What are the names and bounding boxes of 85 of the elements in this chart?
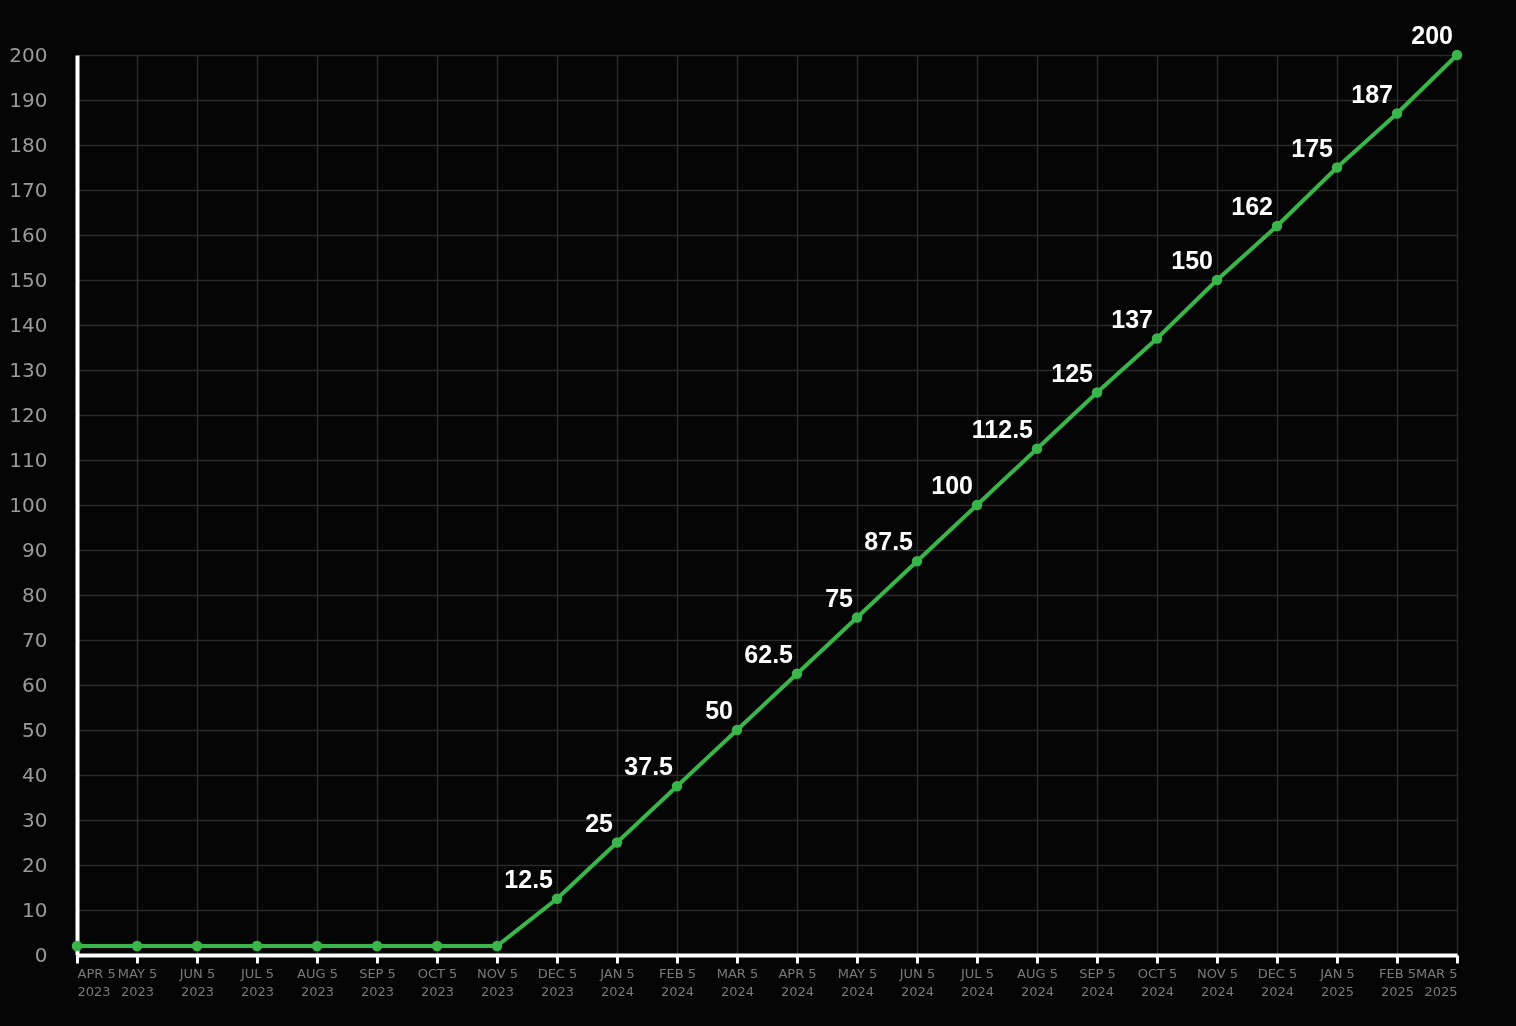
x-tick-label: SEP 5 2024: [1079, 965, 1116, 999]
data-label: 12.5: [504, 864, 554, 893]
x-tick-label: JUN 5 2024: [898, 965, 936, 999]
data-label: 137: [1111, 304, 1153, 333]
data-label: 125: [1051, 358, 1094, 387]
x-tick-label: OCT 5 2023: [417, 965, 458, 999]
y-tick-label: 10: [22, 897, 48, 922]
y-tick-label: 150: [9, 267, 48, 292]
x-tick-label: DEC 5 2024: [1257, 965, 1298, 999]
y-tick-label: 180: [9, 132, 48, 157]
x-tick-label: AUG 5 2023: [297, 965, 338, 999]
x-tick-label: AUG 5 2024: [1017, 965, 1058, 999]
point: [551, 893, 563, 904]
y-tick-label: 170: [9, 177, 48, 202]
point: [791, 668, 803, 679]
x-tick-label: NOV 5 2024: [1196, 965, 1239, 999]
x-tick-label: JUN 5 2023: [178, 965, 216, 999]
point: [971, 499, 983, 511]
point: [1391, 108, 1403, 119]
data-label: 100: [931, 471, 973, 499]
y-tick-label: 200: [9, 42, 48, 67]
x-tick-label: MAR 5 2024: [716, 965, 759, 999]
x-tick-label: MAY 5 2024: [837, 965, 878, 999]
point: [1031, 443, 1043, 454]
x-tick-label: MAR 5 2025: [1415, 965, 1458, 999]
y-tick-label: 140: [9, 312, 48, 337]
x-tick-label: DEC 5 2023: [537, 965, 578, 999]
x-tick-label: JUL 5 2023: [240, 965, 275, 999]
x-tick-label: MAY 5 2023: [117, 965, 158, 999]
data-label: 162: [1231, 192, 1273, 220]
point: [491, 940, 503, 952]
data-label: 187: [1351, 79, 1393, 108]
y-tick-label: 0: [34, 942, 48, 967]
y-tick-label: 60: [22, 672, 48, 697]
y-tick-label: 30: [22, 807, 48, 832]
y-tick-label: 70: [22, 627, 48, 652]
point: [1451, 49, 1463, 61]
y-tick-label: 90: [22, 537, 48, 562]
point: [1211, 274, 1223, 286]
point: [431, 940, 443, 952]
x-tick-label: SEP 5 2023: [359, 965, 396, 999]
x-tick-label: NOV 5 2023: [476, 965, 519, 999]
data-label: 200: [1411, 21, 1453, 49]
point: [671, 781, 683, 792]
x-tick-label: JUL 5 2024: [960, 965, 995, 999]
y-tick-label: 50: [22, 717, 48, 742]
x-tick-label: JAN 5 2025: [1319, 965, 1355, 999]
x-tick-label: APR 5 2024: [778, 965, 817, 999]
y-tick-label: 120: [9, 402, 48, 427]
data-label: 112.5: [971, 414, 1034, 443]
point: [191, 940, 203, 952]
x-tick-label: APR 5 2023: [77, 965, 116, 999]
data-label: 87.5: [864, 527, 914, 556]
y-tick-label: 40: [22, 762, 48, 787]
y-tick-label: 100: [9, 492, 48, 517]
y-tick-label: 20: [22, 852, 48, 877]
y-tick-label: 110: [9, 447, 48, 472]
point: [731, 724, 743, 736]
point: [311, 940, 323, 952]
data-label: 75: [825, 583, 854, 612]
point: [131, 940, 143, 952]
point: [251, 940, 263, 952]
data-label: 150: [1171, 246, 1213, 274]
point: [611, 837, 623, 848]
y-tick-label: 190: [9, 87, 48, 112]
point: [71, 940, 83, 952]
data-label: 37.5: [624, 752, 674, 781]
y-tick-label: 130: [9, 357, 48, 382]
x-tick-label: OCT 5 2024: [1137, 965, 1178, 999]
point: [1271, 220, 1283, 232]
point: [1331, 162, 1343, 173]
point: [851, 612, 863, 623]
data-label: 25: [585, 808, 614, 837]
y-tick-label: 80: [22, 582, 48, 607]
x-tick-label: FEB 5 2025: [1378, 965, 1417, 999]
x-tick-label: FEB 5 2024: [658, 965, 697, 999]
data-label: 50: [705, 696, 733, 724]
y-tick-label: 160: [9, 222, 48, 247]
point: [1091, 387, 1103, 398]
point: [911, 556, 923, 567]
x-tick-label: JAN 5 2024: [599, 965, 635, 999]
data-label: 175: [1291, 133, 1334, 162]
data-label: 62.5: [744, 639, 794, 668]
point: [1151, 333, 1163, 344]
point: [371, 940, 383, 952]
